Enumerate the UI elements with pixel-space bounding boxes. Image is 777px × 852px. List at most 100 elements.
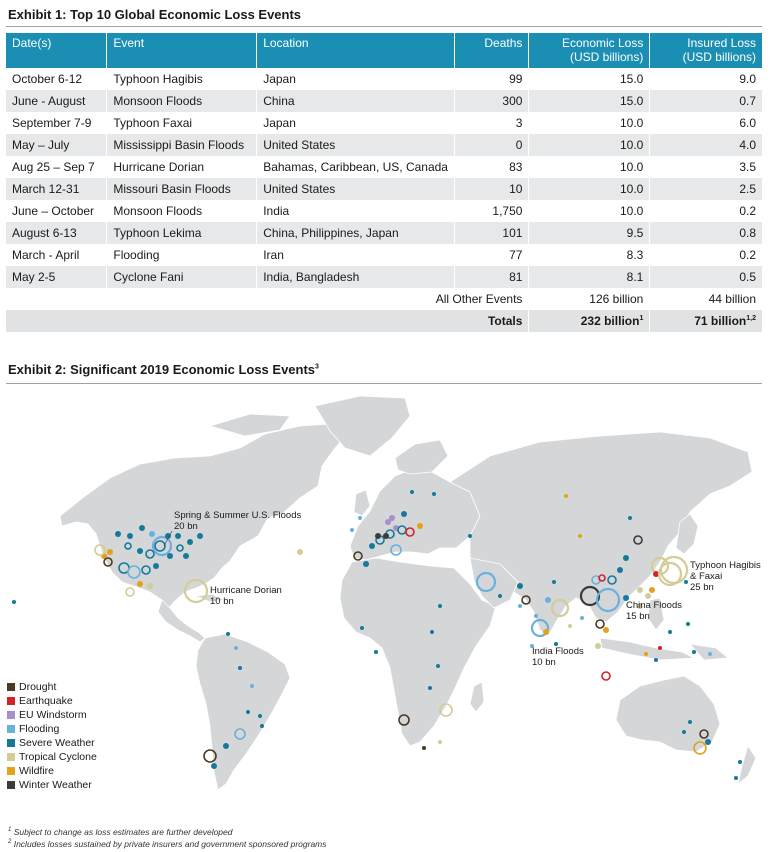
cell-economic-loss: 9.5 [528,222,651,244]
other-events-label: All Other Events [6,288,530,310]
event-marker [595,643,601,649]
table-row: June – October Monsoon Floods India 1,750 10… [6,200,762,222]
event-marker [518,604,522,608]
event-marker [258,714,262,718]
cell-economic-loss: 15.0 [528,68,651,90]
legend-label: EU Windstorm [19,709,87,721]
cell-insured-loss: 0.2 [649,200,762,222]
scandinavia-landmass [394,439,449,475]
event-marker [534,614,538,618]
cell-insured-loss: 0.8 [649,222,762,244]
cell-economic-loss: 10.0 [528,156,651,178]
callout-india-line2: 10 bn [532,657,556,668]
callout-china-line1: China Floods [626,600,682,611]
map-legend: Drought Earthquake EU Windstorm Flooding Sev… [7,680,97,792]
north-america-landmass [59,423,351,612]
cell-deaths: 300 [454,90,530,112]
callout-india-line1: India Floods [532,646,584,657]
event-marker [699,729,709,739]
event-marker [246,710,250,714]
event-marker [436,664,440,668]
table-row: March 12-31 Missouri Basin Floods United S… [6,178,762,200]
continents [59,395,757,791]
cell-deaths: 77 [454,244,530,266]
event-marker [183,553,189,559]
cell-economic-loss: 10.0 [528,134,651,156]
callout-typhoon-line2: & Faxai [690,571,722,582]
event-marker [659,555,689,585]
event-marker [390,544,402,556]
cell-deaths: 81 [454,266,530,288]
legend-label: Winter Weather [19,779,92,791]
event-marker [430,630,434,634]
legend-swatch [7,753,15,761]
event-marker [137,548,143,554]
cell-event: Missouri Basin Floods [106,178,258,200]
callout-typhoon-line3: 25 bn [690,582,714,593]
event-marker [579,585,601,607]
new-zealand-landmass [737,745,757,786]
event-marker [649,587,655,593]
cell-insured-loss: 0.7 [649,90,762,112]
event-marker [353,551,363,561]
cell-deaths: 10 [454,178,530,200]
event-marker [438,604,442,608]
cell-dates: Aug 25 – Sep 7 [6,156,108,178]
event-marker [633,535,643,545]
totals-insured: 71 billion1,2 [649,310,762,332]
totals-row: Totals 232 billion1 71 billion1,2 [6,310,762,332]
table-row: June - August Monsoon Floods China 300 15.0 0… [6,90,762,112]
cell-insured-loss: 9.0 [649,68,762,90]
cell-event: Cyclone Fani [106,266,258,288]
event-marker [623,555,629,561]
event-marker [530,618,550,638]
event-marker [422,746,426,750]
cell-deaths: 83 [454,156,530,178]
event-marker [644,652,648,656]
table-header-row: Date(s) Event Location Deaths Economic L… [6,33,762,68]
cell-event: Typhoon Hagibis [106,68,258,90]
cell-location: Bahamas, Caribbean, US, Canada [256,156,455,178]
event-marker [708,652,712,656]
exhibit1-rule [6,26,762,27]
cell-dates: May 2-5 [6,266,108,288]
event-marker [363,561,369,567]
legend-label: Tropical Cyclone [19,751,97,763]
cell-event: Monsoon Floods [106,90,258,112]
event-marker [297,549,303,555]
event-marker [183,578,209,604]
event-marker [438,740,442,744]
event-marker [692,650,696,654]
event-marker [203,749,217,763]
cell-location: Iran [256,244,455,266]
legend-item: Tropical Cyclone [7,750,97,764]
cell-dates: October 6-12 [6,68,108,90]
africa-landmass [339,557,497,747]
event-marker [389,515,395,521]
callout-typhoon-line1: Typhoon Hagibis [690,560,761,571]
event-marker [554,642,558,646]
totals-economic: 232 billion1 [528,310,651,332]
table-row: October 6-12 Typhoon Hagibis Japan 99 15.0 9.… [6,68,762,90]
event-marker [432,492,436,496]
event-marker [623,595,629,601]
event-marker [375,533,381,539]
callout-dorian-line1: Hurricane Dorian [210,585,282,596]
event-marker [405,527,415,537]
event-marker [369,543,375,549]
event-marker [165,533,171,539]
event-marker [211,763,217,769]
cell-insured-loss: 0.2 [649,244,762,266]
cell-location: United States [256,178,455,200]
event-marker [475,571,497,593]
event-marker [598,574,606,582]
table-row: September 7-9 Typhoon Faxai Japan 3 10.0 6.0 [6,112,762,134]
legend-item: Winter Weather [7,778,97,792]
event-marker [141,565,151,575]
event-marker [439,703,453,717]
callout-dorian-line2: 10 bn [210,596,234,607]
other-events-insured: 44 billion [649,288,762,310]
other-events-row: All Other Events 126 billion 44 billion [6,288,762,310]
legend-item: Flooding [7,722,97,736]
event-marker [498,594,502,598]
